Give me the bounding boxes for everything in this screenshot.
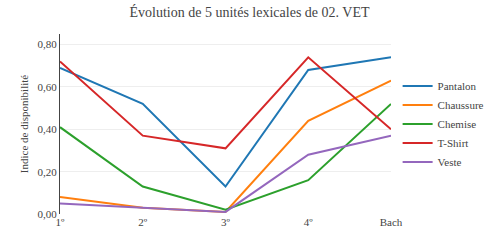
svg-text:3º: 3º bbox=[221, 216, 231, 228]
svg-text:Veste: Veste bbox=[438, 156, 462, 168]
svg-text:0,40: 0,40 bbox=[38, 123, 58, 135]
svg-text:Pantalon: Pantalon bbox=[438, 80, 477, 92]
svg-text:0,00: 0,00 bbox=[38, 208, 58, 220]
svg-text:0,60: 0,60 bbox=[38, 81, 58, 93]
svg-text:Bach: Bach bbox=[380, 216, 403, 228]
svg-text:0,20: 0,20 bbox=[38, 166, 58, 178]
svg-text:Évolution de 5 unités lexicale: Évolution de 5 unités lexicales de 02. V… bbox=[129, 4, 369, 20]
svg-text:1º: 1º bbox=[56, 216, 66, 228]
svg-text:T-Shirt: T-Shirt bbox=[438, 137, 469, 149]
svg-text:4º: 4º bbox=[304, 216, 314, 228]
svg-text:Chemise: Chemise bbox=[438, 118, 477, 130]
svg-text:2º: 2º bbox=[138, 216, 148, 228]
svg-text:Chaussure: Chaussure bbox=[438, 99, 484, 111]
svg-text:Indice de disponibilité: Indice de disponibilité bbox=[18, 75, 30, 173]
svg-text:0,80: 0,80 bbox=[38, 38, 58, 50]
